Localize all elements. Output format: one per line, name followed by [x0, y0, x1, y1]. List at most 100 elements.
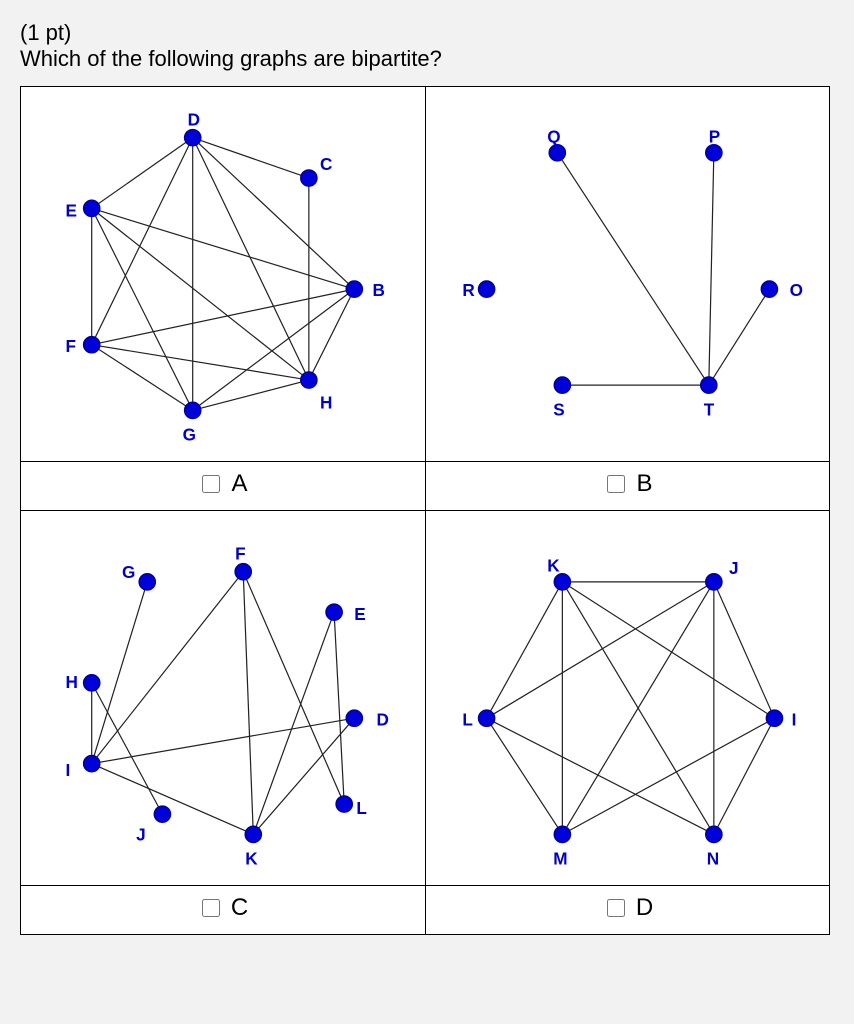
- graph-cell-A: DCEBFHG: [21, 87, 426, 462]
- graph-node-label-P: P: [709, 127, 720, 147]
- graph-edge: [92, 764, 254, 835]
- question-block: (1 pt) Which of the following graphs are…: [20, 20, 830, 935]
- graph-edge: [92, 208, 355, 289]
- graph-node-label-C: C: [320, 154, 332, 174]
- graph-node-S: [554, 377, 570, 393]
- question-text: Which of the following graphs are bipart…: [20, 46, 442, 71]
- option-label-C: C: [231, 894, 248, 922]
- graph-node-E: [326, 604, 342, 620]
- graph-edge: [193, 138, 309, 380]
- graph-edge: [714, 718, 775, 834]
- graph-node-label-F: F: [65, 336, 75, 356]
- graph-node-label-K: K: [547, 556, 560, 576]
- graph-C: GFEHDIJKL: [21, 511, 425, 885]
- graph-node-D: [185, 130, 201, 146]
- graph-edge: [253, 718, 354, 834]
- graph-edge: [92, 138, 193, 345]
- graph-node-K: [245, 826, 261, 842]
- graph-cell-C: GFEHDIJKL: [21, 510, 426, 886]
- graph-node-label-B: B: [372, 280, 384, 300]
- graph-cell-B: QPROST: [426, 87, 830, 462]
- graph-edge: [92, 683, 163, 814]
- graph-node-C: [301, 170, 317, 186]
- graph-node-label-N: N: [707, 849, 719, 869]
- checkbox-D[interactable]: [607, 899, 625, 917]
- option-D-container: D: [426, 886, 830, 934]
- graph-node-M: [554, 826, 570, 842]
- graph-cell-opt-C: C: [21, 886, 426, 934]
- graph-edge: [714, 582, 775, 718]
- graph-node-label-G: G: [183, 425, 196, 445]
- graph-edge: [309, 289, 354, 380]
- graph-node-R: [479, 281, 495, 297]
- option-label-B: B: [636, 470, 652, 498]
- graph-grid: DCEBFHG QPROST A B GFEHDIJKL KJLIMN: [20, 86, 830, 935]
- graph-node-label-M: M: [553, 849, 567, 869]
- graph-node-label-I: I: [792, 709, 797, 729]
- graph-node-L: [336, 796, 352, 812]
- graph-edge: [557, 153, 709, 385]
- graph-node-J: [154, 806, 170, 822]
- checkbox-B[interactable]: [607, 475, 625, 493]
- graph-node-label-L: L: [462, 709, 472, 729]
- graph-node-label-H: H: [65, 672, 77, 692]
- graph-node-D: [346, 710, 362, 726]
- graph-node-N: [706, 826, 722, 842]
- graph-cell-D: K J L I M N: [426, 510, 830, 886]
- graph-node-label-F: F: [235, 544, 245, 564]
- graph-cell-opt-B: B: [426, 462, 830, 510]
- checkbox-A[interactable]: [202, 475, 220, 493]
- graph-node-label-S: S: [553, 399, 564, 419]
- graph-A: DCEBFHG: [21, 87, 425, 461]
- graph-edge: [487, 582, 714, 718]
- graph-edge: [92, 582, 148, 764]
- graph-B: QPROST: [426, 87, 830, 461]
- graph-node-label-Q: Q: [547, 127, 560, 147]
- graph-node-label-K: K: [245, 849, 258, 869]
- graph-node-label-J: J: [729, 558, 739, 578]
- graph-edge: [709, 289, 770, 385]
- option-B-container: B: [426, 462, 830, 510]
- graph-edge: [562, 718, 774, 834]
- graph-edge: [92, 208, 309, 380]
- graph-node-label-E: E: [354, 604, 365, 624]
- checkbox-C[interactable]: [202, 899, 220, 917]
- graph-edge: [92, 718, 355, 763]
- graph-edge: [92, 208, 193, 410]
- graph-edge: [487, 718, 563, 834]
- option-A-container: A: [21, 462, 425, 510]
- graph-D: K J L I M N: [426, 511, 830, 885]
- graph-node-P: [706, 145, 722, 161]
- graph-node-K: [554, 574, 570, 590]
- graph-edge: [487, 582, 563, 718]
- graph-node-E: [84, 200, 100, 216]
- graph-node-F: [235, 564, 251, 580]
- graph-node-F: [84, 337, 100, 353]
- graph-node-Q: [549, 145, 565, 161]
- graph-edge: [92, 289, 355, 345]
- graph-cell-opt-D: D: [426, 886, 830, 934]
- graph-node-G: [185, 402, 201, 418]
- graph-node-J: [706, 574, 722, 590]
- graph-node-T: [701, 377, 717, 393]
- graph-node-label-I: I: [65, 760, 70, 780]
- graph-node-I: [766, 710, 782, 726]
- graph-edge: [92, 572, 244, 764]
- graph-node-L: [479, 710, 495, 726]
- graph-edge: [243, 572, 253, 835]
- graph-edge: [193, 380, 309, 410]
- graph-edge: [487, 718, 714, 834]
- option-label-A: A: [231, 470, 247, 498]
- graph-edge: [334, 612, 344, 804]
- graph-node-B: [346, 281, 362, 297]
- graph-node-label-D: D: [377, 709, 389, 729]
- graph-node-label-O: O: [790, 280, 803, 300]
- graph-node-label-R: R: [462, 280, 475, 300]
- graph-node-label-D: D: [188, 110, 200, 130]
- graph-node-label-G: G: [122, 562, 135, 582]
- graph-node-label-E: E: [65, 200, 76, 220]
- option-label-D: D: [636, 894, 653, 922]
- question-prompt: (1 pt) Which of the following graphs are…: [20, 20, 830, 72]
- graph-cell-opt-A: A: [21, 462, 426, 510]
- graph-node-I: [84, 756, 100, 772]
